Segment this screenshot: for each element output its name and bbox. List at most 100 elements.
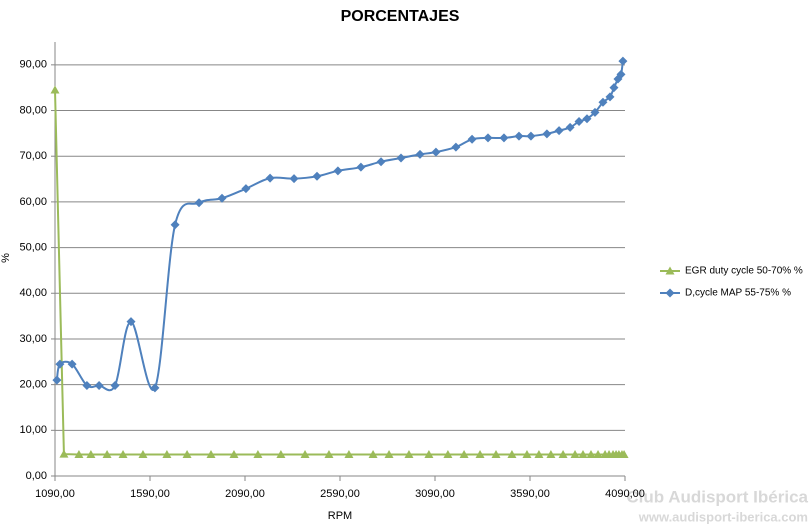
triangle-marker bbox=[578, 450, 588, 459]
triangle-marker bbox=[459, 450, 469, 459]
triangle-marker bbox=[546, 450, 556, 459]
diamond-marker bbox=[618, 56, 628, 66]
triangle-marker bbox=[424, 450, 434, 459]
diamond-marker bbox=[376, 157, 386, 167]
diamond-marker bbox=[526, 131, 536, 141]
diamond-marker bbox=[431, 147, 441, 157]
y-tick-label: 30,00 bbox=[19, 333, 47, 345]
triangle-marker bbox=[558, 450, 568, 459]
diamond-marker bbox=[574, 116, 584, 126]
diamond-marker bbox=[665, 288, 675, 298]
x-tick-label: 3590,00 bbox=[510, 488, 550, 500]
diamond-marker bbox=[110, 381, 120, 391]
y-tick-label: 80,00 bbox=[19, 104, 47, 116]
diamond-marker bbox=[554, 126, 564, 136]
triangle-marker bbox=[182, 450, 192, 459]
x-tick-label: 1590,00 bbox=[130, 488, 170, 500]
diamond-marker bbox=[514, 131, 524, 141]
diamond-marker bbox=[609, 83, 619, 93]
diamond-marker bbox=[483, 133, 493, 143]
series-line bbox=[54, 89, 625, 456]
diamond-marker bbox=[565, 122, 575, 132]
triangle-marker bbox=[491, 450, 501, 459]
diamond-marker bbox=[590, 107, 600, 117]
triangle-marker bbox=[404, 450, 414, 459]
legend-label: EGR duty cycle 50-70% % bbox=[685, 266, 803, 277]
triangle-marker bbox=[384, 450, 394, 459]
triangle-marker bbox=[522, 450, 532, 459]
y-tick-label: 60,00 bbox=[19, 196, 47, 208]
legend-label: D,cycle MAP 55-75% % bbox=[685, 288, 791, 299]
triangle-marker bbox=[586, 450, 596, 459]
watermark-url: www.audisport-iberica.com bbox=[638, 509, 808, 524]
x-tick-label: 1090,00 bbox=[35, 488, 75, 500]
triangle-marker bbox=[344, 450, 354, 459]
triangle-marker bbox=[593, 450, 603, 459]
diamond-marker bbox=[616, 69, 626, 79]
diamond-marker bbox=[150, 383, 160, 393]
diamond-marker bbox=[356, 162, 366, 172]
diamond-marker bbox=[265, 173, 275, 183]
diamond-marker bbox=[241, 184, 251, 194]
diamond-marker bbox=[598, 97, 608, 107]
triangle-marker bbox=[300, 450, 310, 459]
y-tick-label: 40,00 bbox=[19, 287, 47, 299]
diamond-marker bbox=[82, 381, 92, 391]
diamond-marker bbox=[542, 129, 552, 139]
watermark-name: Club Audisport Ibérica bbox=[626, 487, 808, 506]
triangle-marker bbox=[229, 450, 239, 459]
diamond-marker bbox=[170, 220, 180, 230]
diamond-marker bbox=[333, 166, 343, 176]
diamond-marker bbox=[582, 114, 592, 124]
triangle-marker bbox=[206, 450, 216, 459]
x-tick-label: 4090,00 bbox=[605, 488, 645, 500]
diamond-marker bbox=[451, 142, 461, 152]
triangle-marker bbox=[102, 450, 112, 459]
diamond-marker bbox=[126, 317, 136, 327]
y-tick-label: 90,00 bbox=[19, 59, 47, 71]
y-tick-label: 20,00 bbox=[19, 379, 47, 391]
y-tick-label: 70,00 bbox=[19, 150, 47, 162]
triangle-marker bbox=[86, 450, 96, 459]
triangle-marker bbox=[368, 450, 378, 459]
x-tick-label: 3090,00 bbox=[415, 488, 455, 500]
y-tick-label: 50,00 bbox=[19, 241, 47, 253]
triangle-marker bbox=[138, 450, 148, 459]
x-axis-label: RPM bbox=[328, 510, 352, 522]
diamond-marker bbox=[55, 359, 65, 369]
diamond-marker bbox=[396, 153, 406, 163]
triangle-marker bbox=[74, 450, 84, 459]
triangle-marker bbox=[324, 450, 334, 459]
diamond-marker bbox=[467, 134, 477, 144]
y-tick-label: 10,00 bbox=[19, 424, 47, 436]
diamond-marker bbox=[67, 359, 77, 369]
x-tick-label: 2590,00 bbox=[320, 488, 360, 500]
diamond-marker bbox=[605, 92, 615, 102]
triangle-marker bbox=[253, 450, 263, 459]
diamond-marker bbox=[217, 193, 227, 203]
diamond-marker bbox=[94, 381, 104, 391]
triangle-marker bbox=[59, 449, 69, 458]
diamond-marker bbox=[289, 174, 299, 184]
triangle-marker bbox=[162, 450, 172, 459]
diamond-marker bbox=[499, 133, 509, 143]
diamond-marker bbox=[415, 149, 425, 159]
chart-title: PORCENTAJES bbox=[341, 8, 460, 25]
y-axis-label: % bbox=[0, 253, 12, 263]
diamond-marker bbox=[194, 198, 204, 208]
diamond-marker bbox=[312, 171, 322, 181]
series-line bbox=[55, 61, 624, 392]
triangle-marker bbox=[534, 450, 544, 459]
triangle-marker bbox=[276, 450, 286, 459]
triangle-marker bbox=[665, 266, 675, 275]
diamond-marker bbox=[52, 375, 62, 385]
triangle-marker bbox=[619, 450, 629, 459]
y-tick-label: 0,00 bbox=[26, 470, 47, 482]
triangle-marker bbox=[50, 85, 60, 94]
triangle-marker bbox=[475, 450, 485, 459]
triangle-marker bbox=[507, 450, 517, 459]
triangle-marker bbox=[570, 450, 580, 459]
triangle-marker bbox=[118, 450, 128, 459]
